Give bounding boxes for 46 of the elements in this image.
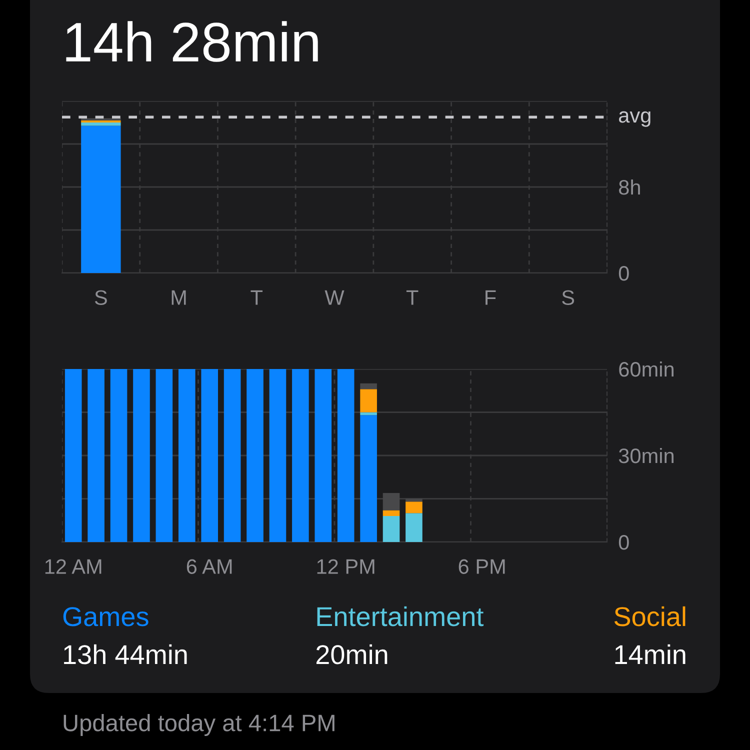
bar (382, 510, 400, 516)
bar (360, 383, 377, 390)
text: Entertainment (317, 606, 484, 626)
bar (292, 369, 309, 542)
bar (133, 369, 150, 542)
bar (360, 415, 377, 542)
text: 13h 44min (64, 644, 187, 664)
bar (246, 369, 264, 542)
x-tick-label: 12 AM (45, 559, 102, 574)
bar (406, 513, 422, 542)
x-tick-label: M (172, 290, 186, 305)
bar (382, 492, 400, 510)
bar (337, 369, 354, 542)
bar (156, 369, 173, 542)
y-tick-label: 0 (618, 535, 629, 550)
x-tick-label: S (94, 290, 107, 305)
text: 14min (615, 644, 686, 664)
y-tick-label: 60min (619, 361, 674, 377)
bar (269, 369, 286, 542)
x-tick-label: 12 PM (317, 559, 374, 574)
y-tick-label: 0 (618, 266, 629, 281)
bar (88, 369, 104, 542)
x-tick-label: F (486, 290, 496, 305)
text: Updated today at 4:14 PM (64, 714, 334, 736)
x-tick-label: W (324, 290, 344, 305)
bar (382, 516, 400, 542)
bar (110, 369, 128, 542)
y-tick-label: 8h (619, 179, 640, 195)
x-tick-label: T (406, 290, 418, 305)
text: Social (614, 606, 686, 626)
bar (314, 369, 332, 542)
text: Games (63, 607, 148, 626)
chart-title: 14h 28min (66, 21, 318, 62)
bar (64, 369, 82, 542)
y-tick-label: 30min (618, 448, 674, 464)
bar (360, 389, 377, 412)
ref-line-label: avg (618, 111, 650, 127)
x-tick-label: 6 PM (458, 559, 505, 574)
bar (406, 502, 422, 514)
x-tick-label: S (562, 290, 574, 305)
bar (178, 369, 196, 542)
text: 20min (316, 644, 388, 664)
bar (224, 369, 241, 542)
x-tick-label: 6 AM (186, 559, 232, 574)
x-tick-label: T (250, 290, 263, 305)
bar (201, 369, 218, 542)
